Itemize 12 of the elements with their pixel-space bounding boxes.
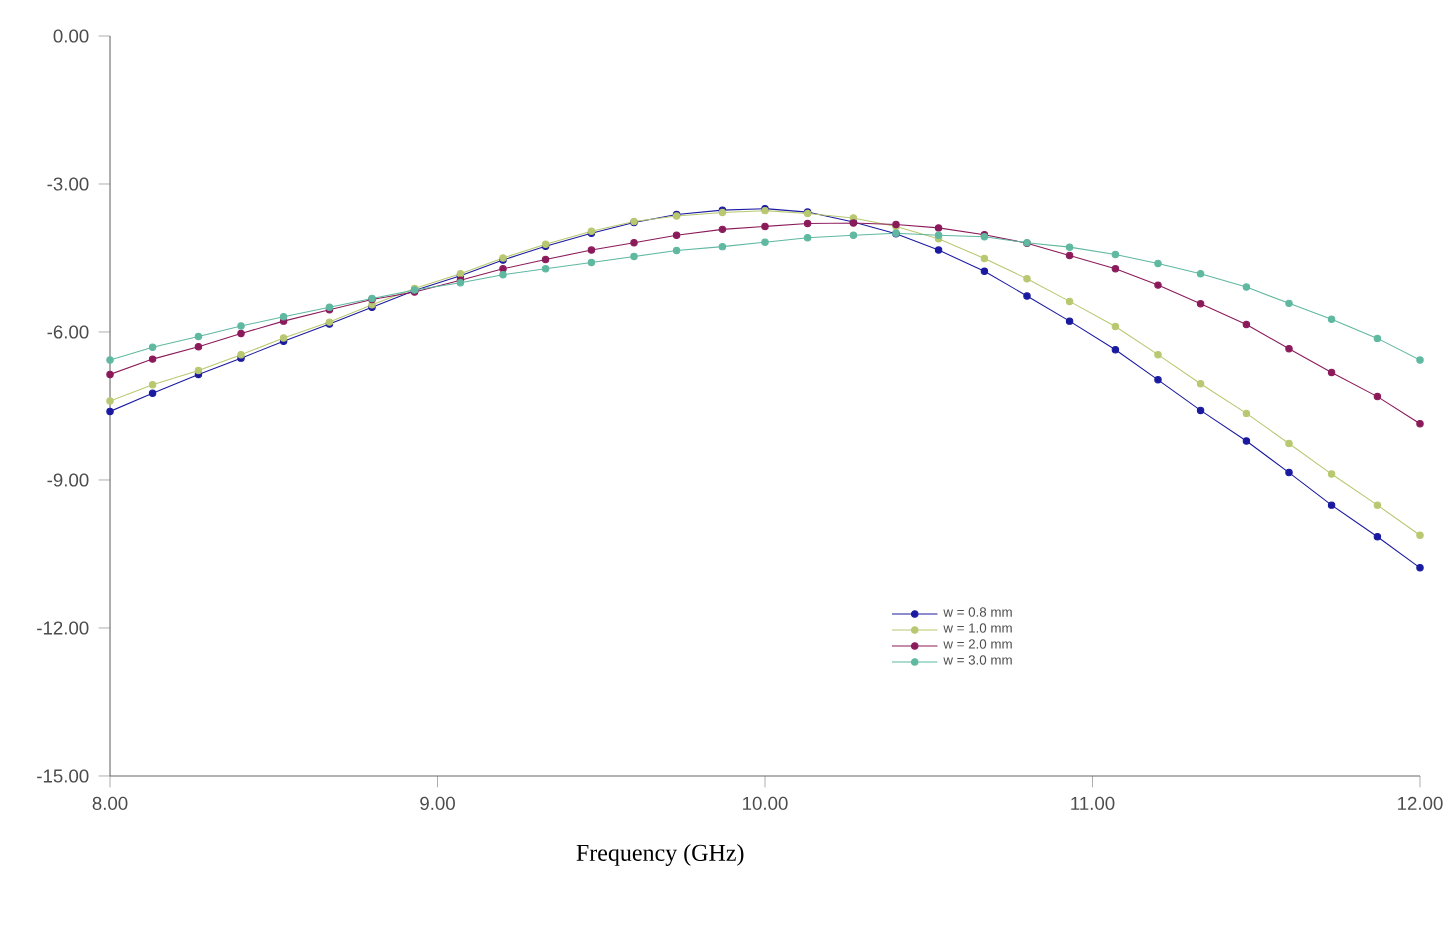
y-tick-label: -15.00 [37, 769, 89, 783]
x-tick-label: 8.00 [92, 796, 128, 810]
x-axis-title: Frequency (GHz) [576, 844, 744, 866]
y-tick-label: 0.00 [53, 29, 89, 43]
x-tick-label: 11.00 [1071, 796, 1115, 810]
x-tick-label: 9.00 [420, 796, 455, 810]
y-tick-label: -9.00 [47, 473, 89, 487]
y-tick-label: -3.00 [47, 177, 89, 191]
y-tick-label: -6.00 [47, 325, 89, 339]
x-tick-label: 12.00 [1398, 796, 1443, 810]
x-tick-label: 10.00 [743, 796, 788, 810]
y-tick-label: -12.00 [37, 621, 89, 635]
